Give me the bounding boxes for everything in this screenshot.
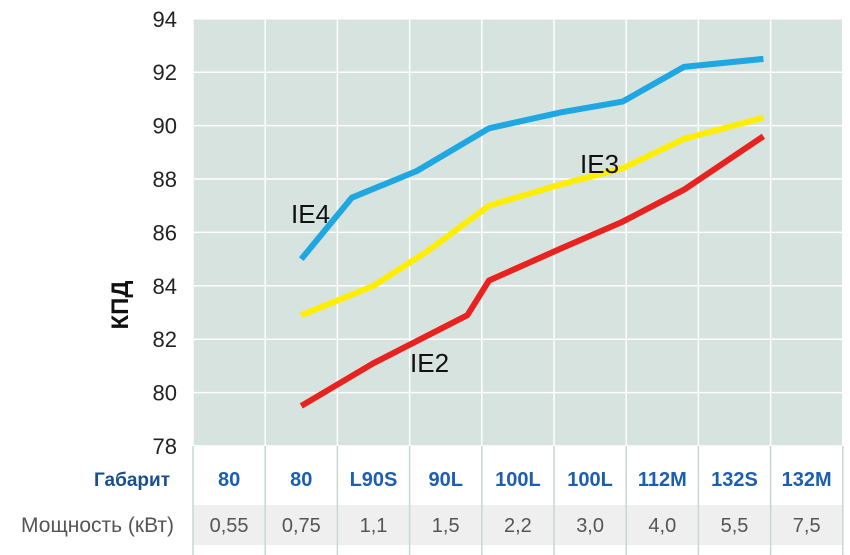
y-tick-90: 90 bbox=[153, 114, 177, 139]
frame-cell: 112M bbox=[638, 469, 687, 491]
frame-cell: 80 bbox=[290, 469, 312, 491]
frame-cell: 132M bbox=[782, 469, 832, 491]
y-tick-84: 84 bbox=[153, 274, 177, 299]
y-tick-80: 80 bbox=[153, 381, 177, 406]
y-tick-82: 82 bbox=[153, 327, 177, 352]
series-line-ie2 bbox=[299, 133, 766, 409]
frame-row-header: Габарит bbox=[94, 470, 170, 491]
series-label-ie4: IE4 bbox=[291, 199, 330, 229]
y-tick-78: 78 bbox=[153, 434, 177, 459]
y-tick-86: 86 bbox=[153, 220, 177, 245]
series-label-ie2: IE2 bbox=[410, 348, 449, 378]
power-cell: 3,0 bbox=[576, 515, 604, 537]
y-tick-88: 88 bbox=[153, 167, 177, 192]
frame-cell: 100L bbox=[495, 469, 541, 491]
power-cell: 7,5 bbox=[793, 515, 821, 537]
table-power-row-band bbox=[193, 505, 843, 545]
y-tick-94: 94 bbox=[153, 7, 177, 32]
series-lines bbox=[298, 55, 766, 409]
series-line-ie4 bbox=[298, 55, 764, 262]
series-label-ie3: IE3 bbox=[580, 149, 619, 179]
power-cell: 4,0 bbox=[648, 515, 676, 537]
power-cell: 0,75 bbox=[282, 515, 321, 537]
series-line-ie3 bbox=[300, 114, 765, 318]
frame-cell: 90L bbox=[428, 469, 462, 491]
y-tick-labels: 78 80 82 84 86 88 90 92 94 bbox=[153, 7, 177, 459]
power-cell: 1,1 bbox=[360, 515, 388, 537]
frame-cell: 80 bbox=[218, 469, 240, 491]
power-cell: 2,2 bbox=[504, 515, 532, 537]
spec-table: Габарит Мощность (кВт) 80 80 L90S 90L 100L 10… bbox=[21, 446, 844, 555]
power-cell: 5,5 bbox=[721, 515, 749, 537]
power-row-header: Мощность (кВт) bbox=[21, 514, 174, 537]
frame-cell: 100L bbox=[567, 469, 613, 491]
power-cell: 0,55 bbox=[210, 515, 249, 537]
y-axis-label: КПД bbox=[107, 281, 134, 330]
frame-cell: L90S bbox=[350, 469, 398, 491]
frame-cell: 132S bbox=[711, 469, 758, 491]
power-cell: 1,5 bbox=[432, 515, 460, 537]
y-tick-92: 92 bbox=[153, 60, 177, 85]
